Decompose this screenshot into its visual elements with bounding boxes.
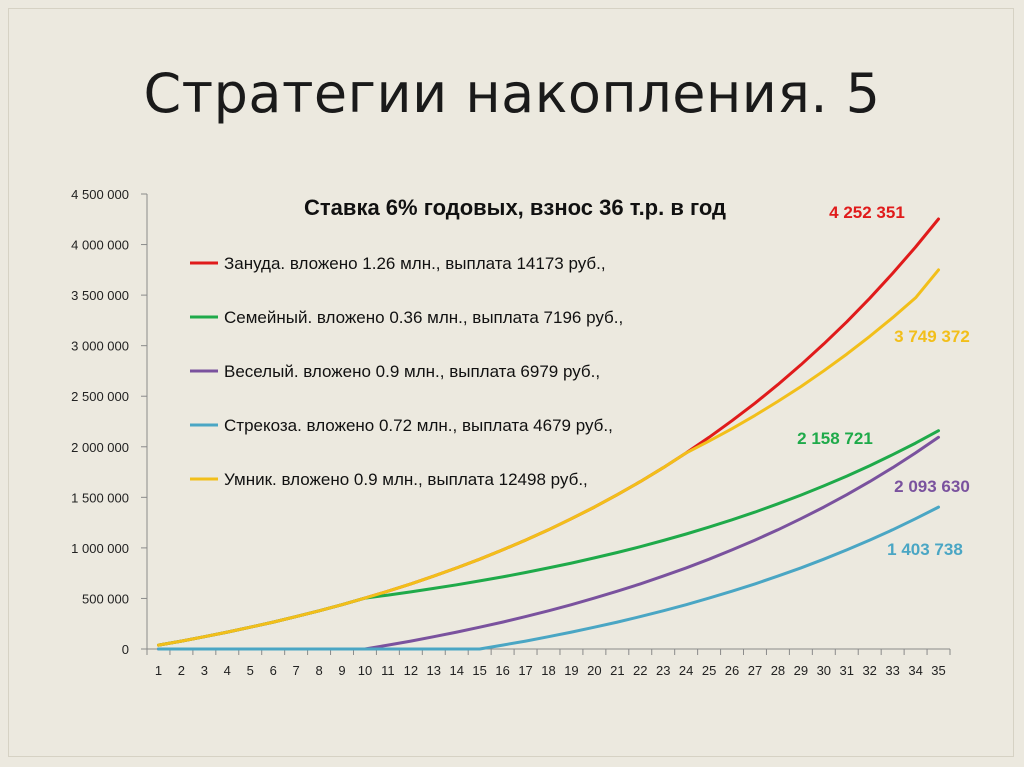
y-tick-label: 2 500 000 (71, 389, 129, 404)
x-tick-label: 6 (270, 663, 277, 678)
x-tick-label: 14 (449, 663, 463, 678)
series-line-2 (157, 429, 940, 647)
y-tick-label: 1 500 000 (71, 490, 129, 505)
series-end-label: 3 749 372 (894, 327, 970, 346)
series-end-label: 1 403 738 (887, 540, 963, 559)
series-line-4 (157, 505, 940, 651)
chart-axes: 0 500 000 1 000 000 1 500 000 2 000 000 2 500… (71, 187, 951, 678)
y-tick-label: 3 000 000 (71, 339, 129, 354)
y-tick-label: 500 000 (82, 591, 129, 606)
x-tick-label: 15 (472, 663, 486, 678)
x-tick-label: 22 (633, 663, 647, 678)
x-tick-label: 27 (748, 663, 762, 678)
x-tick-label: 3 (201, 663, 208, 678)
x-tick-label: 7 (293, 663, 300, 678)
chart-legend: Зануда. вложено 1.26 млн., выплата 14173… (190, 254, 623, 489)
x-tick-label: 34 (908, 663, 922, 678)
y-tick-label: 4 000 000 (71, 238, 129, 253)
series-end-label: 2 093 630 (894, 477, 970, 496)
y-tick-label: 4 500 000 (71, 187, 129, 202)
x-tick-label: 21 (610, 663, 624, 678)
chart-series-layer (157, 217, 940, 651)
x-tick-label: 9 (338, 663, 345, 678)
chart-end-labels: 4 252 351 2 158 721 2 093 630 1 403 738 3 74… (797, 203, 970, 559)
x-tick-label: 20 (587, 663, 601, 678)
x-tick-label: 12 (404, 663, 418, 678)
x-tick-label: 25 (702, 663, 716, 678)
x-tick-label: 31 (840, 663, 854, 678)
x-tick-label: 26 (725, 663, 739, 678)
legend-label: Стрекоза. вложено 0.72 млн., выплата 467… (224, 416, 613, 435)
x-tick-label: 18 (541, 663, 555, 678)
y-tick-label: 0 (122, 642, 129, 657)
x-tick-label: 19 (564, 663, 578, 678)
x-tick-label: 32 (862, 663, 876, 678)
series-line-5 (157, 268, 940, 647)
x-tick-label: 11 (381, 663, 395, 678)
slide-frame (8, 8, 1014, 757)
x-tick-label: 5 (247, 663, 254, 678)
x-tick-label: 4 (224, 663, 231, 678)
legend-label: Семейный. вложено 0.36 млн., выплата 719… (224, 308, 623, 327)
x-tick-label: 24 (679, 663, 693, 678)
legend-label: Веселый. вложено 0.9 млн., выплата 6979 … (224, 362, 600, 381)
y-tick-label: 3 500 000 (71, 288, 129, 303)
slide-title: Стратегии накопления. 5 (143, 62, 881, 125)
x-tick-label: 16 (495, 663, 509, 678)
y-tick-label: 2 000 000 (71, 440, 129, 455)
x-tick-label: 33 (885, 663, 899, 678)
x-tick-label: 10 (358, 663, 372, 678)
series-end-label: 4 252 351 (829, 203, 905, 222)
legend-label: Зануда. вложено 1.26 млн., выплата 14173… (224, 254, 606, 273)
x-tick-label: 1 (155, 663, 162, 678)
y-tick-label: 1 000 000 (71, 541, 129, 556)
series-end-label: 2 158 721 (797, 429, 873, 448)
x-tick-label: 2 (178, 663, 185, 678)
x-tick-label: 30 (817, 663, 831, 678)
x-tick-label: 35 (931, 663, 945, 678)
legend-label: Умник. вложено 0.9 млн., выплата 12498 р… (224, 470, 588, 489)
x-tick-label: 17 (518, 663, 532, 678)
chart-title: Ставка 6% годовых, взнос 36 т.р. в год (304, 195, 726, 220)
x-tick-label: 8 (315, 663, 322, 678)
x-tick-label: 29 (794, 663, 808, 678)
x-tick-label: 28 (771, 663, 785, 678)
x-tick-label: 23 (656, 663, 670, 678)
x-tick-label: 13 (427, 663, 441, 678)
